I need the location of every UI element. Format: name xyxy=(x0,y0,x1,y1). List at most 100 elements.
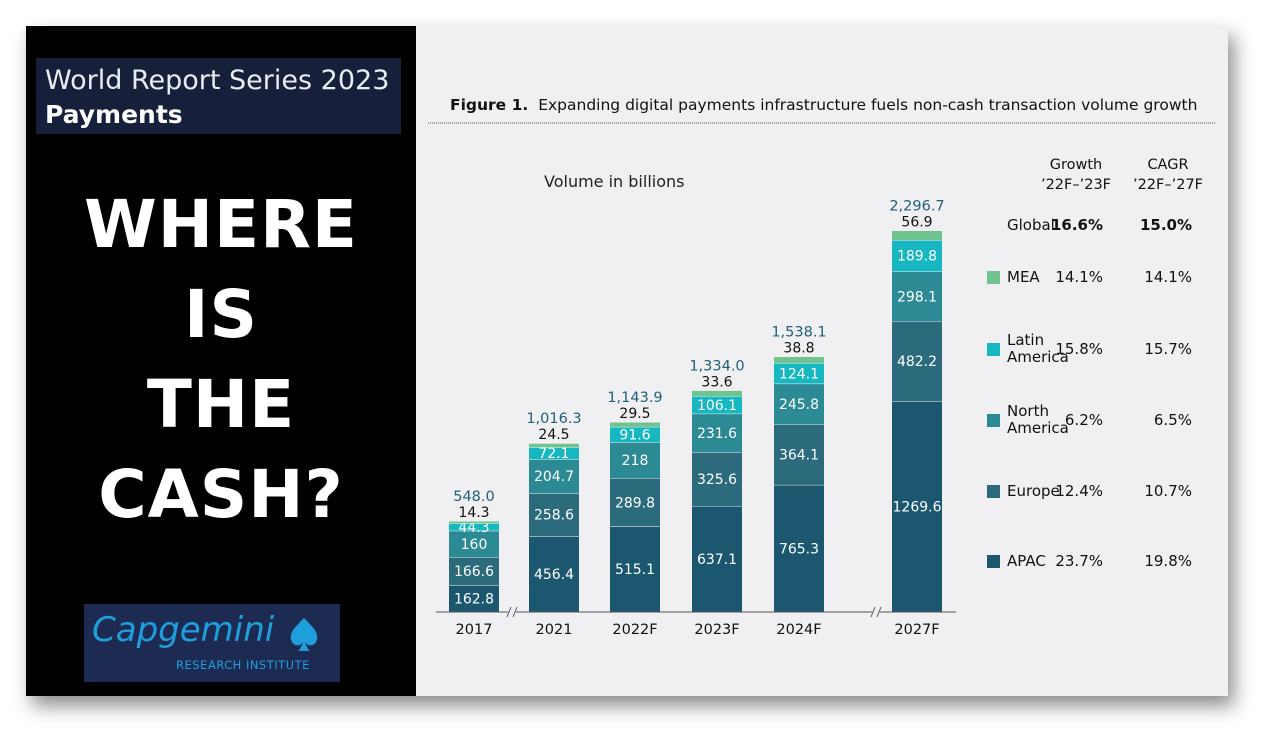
bar-value-label: 482.2 xyxy=(897,354,937,370)
growth-value: 14.1% xyxy=(1055,268,1103,286)
legend-label: North xyxy=(1007,402,1049,420)
bar-segment-europe xyxy=(529,493,579,537)
bar-value-label: 515.1 xyxy=(615,562,655,578)
bar-segment-latin-america xyxy=(692,396,742,414)
legend-label: Europe xyxy=(1007,482,1060,500)
cagr-value: 15.0% xyxy=(1140,216,1192,234)
stacked-bar-chart: Figure 1. Expanding digital payments inf… xyxy=(428,96,1216,638)
x-tick-label: 2022F xyxy=(612,622,657,638)
axis-break-mark xyxy=(870,606,882,618)
bar-segment-north-america xyxy=(529,459,579,494)
series-subtitle: Payments xyxy=(45,100,183,129)
report-card: World Report Series 2023 Payments WHERE … xyxy=(26,26,1228,696)
bar-segment-north-america xyxy=(774,383,824,425)
table-col-header: Growth xyxy=(1050,157,1103,173)
bar-total-label: 1,334.0 xyxy=(689,358,744,374)
bar-value-label: 38.8 xyxy=(783,341,814,357)
table-col-header: CAGR xyxy=(1147,157,1188,173)
headline-line-3: THE xyxy=(146,366,296,443)
bar-segment-mea xyxy=(692,390,742,397)
bar-value-label: 72.1 xyxy=(538,446,569,462)
bar-segment-north-america xyxy=(892,271,942,322)
bar-value-label: 218 xyxy=(622,453,649,469)
legend-label: APAC xyxy=(1007,552,1046,570)
series-title: World Report Series 2023 xyxy=(45,65,390,96)
legend-label: America xyxy=(1007,419,1069,437)
growth-value: 12.4% xyxy=(1055,482,1103,500)
legend-label: Latin xyxy=(1007,331,1044,349)
legend-label: MEA xyxy=(1007,268,1040,286)
table-col-header: ’22F–’27F xyxy=(1133,177,1203,193)
bar-segment-mea xyxy=(449,520,499,524)
bar-value-label: 1269.6 xyxy=(893,500,942,516)
bar-segment-latin-america xyxy=(449,523,499,531)
x-axis: 2017 2021 2022F 2023F 2024F 2027F xyxy=(436,606,956,638)
bar-value-label: 124.1 xyxy=(779,366,819,382)
cagr-value: 14.1% xyxy=(1144,268,1192,286)
cagr-value: 6.5% xyxy=(1154,411,1192,429)
bar-total-label: 2,296.7 xyxy=(889,199,944,215)
table-col-header: ’22F–’23F xyxy=(1041,177,1111,193)
cover-panel: World Report Series 2023 Payments WHERE … xyxy=(26,26,416,696)
bar-value-label: 166.6 xyxy=(454,564,494,580)
x-tick-label: 2023F xyxy=(694,622,739,638)
bar-segment-latin-america xyxy=(892,239,942,272)
bar-value-label: 765.3 xyxy=(779,541,819,557)
axis-break-mark xyxy=(506,606,518,618)
bar-value-label: 637.1 xyxy=(697,552,737,568)
bar-segment-north-america xyxy=(692,413,742,453)
legend-swatch xyxy=(987,414,1000,427)
bar-total-label: 1,538.1 xyxy=(771,325,826,341)
bar-segment-latin-america xyxy=(529,447,579,460)
bar-value-label: 14.3 xyxy=(458,505,489,521)
bar-segment-europe xyxy=(892,321,942,402)
bar-value-label: 245.8 xyxy=(779,397,819,413)
bar-value-label: 189.8 xyxy=(897,249,937,265)
x-tick-label: 2017 xyxy=(456,622,493,638)
legend-swatch xyxy=(987,485,1000,498)
bar-segment-north-america xyxy=(610,442,660,479)
bar-value-label: 204.7 xyxy=(534,469,574,485)
legend-swatch xyxy=(987,343,1000,356)
bar-value-label: 56.9 xyxy=(901,215,932,231)
growth-value: 16.6% xyxy=(1051,216,1103,234)
bar-segment-europe xyxy=(610,478,660,527)
bar-value-label: 160 xyxy=(461,537,488,553)
y-axis-label: Volume in billions xyxy=(544,172,684,191)
bar-segment-latin-america xyxy=(610,426,660,443)
bar-segment-europe xyxy=(774,424,824,485)
headline-line-1: WHERE xyxy=(83,186,359,263)
spade-logo-icon xyxy=(290,618,318,651)
bar-segment-north-america xyxy=(449,530,499,558)
growth-value: 23.7% xyxy=(1055,552,1103,570)
bar-segment-mea xyxy=(610,421,660,427)
bar-value-label: 33.6 xyxy=(701,374,732,390)
bar-value-label: 91.6 xyxy=(619,427,650,443)
bar-value-label: 231.6 xyxy=(697,426,737,442)
bar-value-label: 325.6 xyxy=(697,472,737,488)
logo-subtitle: RESEARCH INSTITUTE xyxy=(176,658,310,672)
bar-value-label: 106.1 xyxy=(697,398,737,414)
bar-value-label: 162.8 xyxy=(454,591,494,607)
chart-title: Figure 1. Expanding digital payments inf… xyxy=(450,96,1197,114)
cagr-value: 15.7% xyxy=(1144,340,1192,358)
legend-swatch xyxy=(987,555,1000,568)
bar-segment-apac xyxy=(692,506,742,612)
x-tick-label: 2027F xyxy=(894,622,939,638)
legend-swatch xyxy=(987,271,1000,284)
bar-total-label: 548.0 xyxy=(453,489,495,505)
bar-segment-mea xyxy=(529,443,579,448)
growth-value: 15.8% xyxy=(1055,340,1103,358)
bar-value-label: 258.6 xyxy=(534,508,574,524)
bar-value-label: 289.8 xyxy=(615,495,655,511)
chart-title-prefix: Figure 1. xyxy=(450,96,528,114)
bar-segment-apac xyxy=(449,584,499,612)
chart-title-text: Expanding digital payments infrastructur… xyxy=(538,96,1197,114)
bar-value-label: 456.4 xyxy=(534,567,574,583)
bar-segment-mea xyxy=(892,230,942,240)
x-tick-label: 2021 xyxy=(536,622,573,638)
headline-line-4: CASH? xyxy=(98,456,344,533)
bar-value-label: 24.5 xyxy=(538,427,569,443)
